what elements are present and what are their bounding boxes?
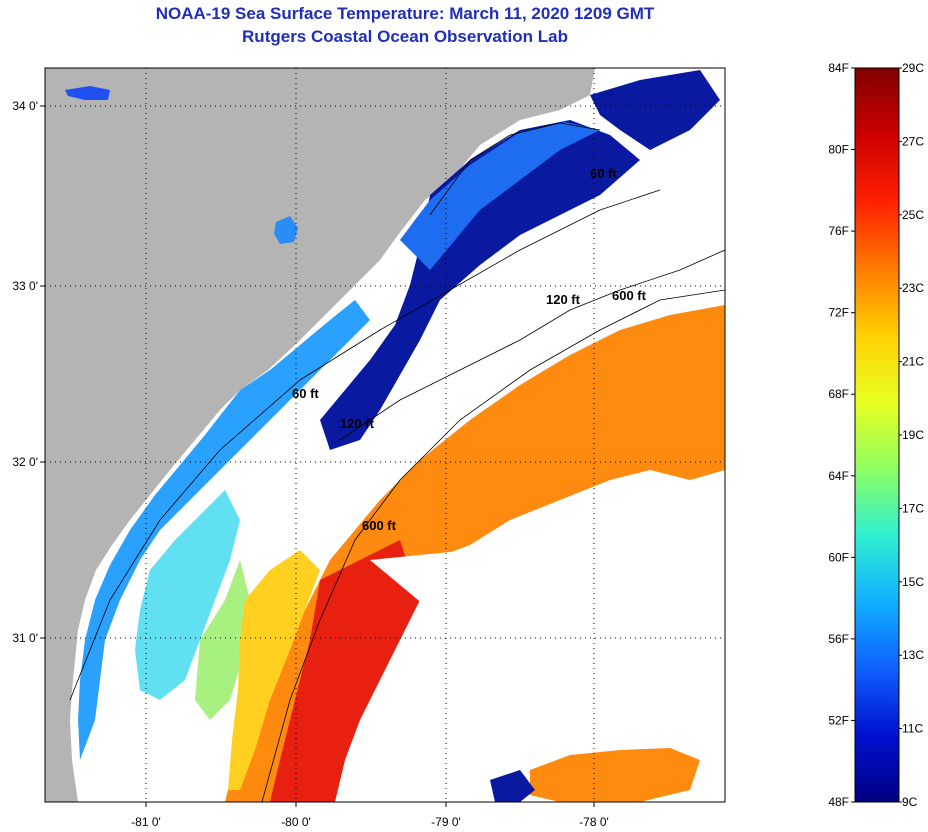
colorbar-celsius-label: 25C [902, 208, 924, 222]
colorbar-celsius-label: 29C [902, 61, 924, 75]
colorbar-celsius-label: 11C [902, 722, 923, 736]
colorbar-celsius-label: 23C [902, 281, 924, 295]
contour-label: 600 ft [362, 518, 397, 533]
contour-label: 600 ft [612, 288, 647, 303]
lon-tick-label: -78 0' [579, 815, 609, 829]
colorbar-fahrenheit-label: 64F [828, 469, 849, 483]
colorbar-celsius-label: 13C [902, 648, 924, 662]
contour-60ft-north [429, 122, 601, 216]
colorbar-celsius-label: 21C [902, 355, 924, 369]
colorbar-celsius-label: 19C [902, 428, 924, 442]
colorbar-fahrenheit-label: 52F [828, 713, 849, 727]
lat-tick-label: 33 0' [12, 279, 38, 293]
nearshore-cold-patch [590, 70, 720, 150]
lon-tick-label: -79 0' [431, 815, 461, 829]
colorbar-celsius-label: 15C [902, 575, 924, 589]
contour-label: 60 ft [292, 386, 319, 401]
colorbar-fahrenheit-label: 68F [828, 387, 849, 401]
colorbar-fahrenheit-label: 76F [828, 224, 849, 238]
temperature-colorbar: 84F 80F 76F 72F 68F 64F 60F 56F 52F 48F 29C 27C 25C… [828, 61, 924, 809]
southern-cold-patch [490, 770, 535, 802]
graticule [45, 68, 725, 802]
contour-label: 60 ft [590, 166, 617, 181]
colorbar-fahrenheit-label: 48F [828, 795, 849, 809]
southern-warm-patch [530, 748, 700, 802]
axis-ticks [40, 105, 595, 807]
shelf-blue-water [400, 122, 600, 270]
coastal-green-water [195, 560, 250, 720]
lat-tick-label: 31 0' [12, 631, 38, 645]
bathymetry-contours [69, 122, 725, 802]
colorbar-celsius-label: 17C [902, 501, 924, 515]
lon-tick-label: -81 0' [131, 815, 161, 829]
map-subtitle: Rutgers Coastal Ocean Observation Lab [242, 27, 568, 46]
nearshore-cold-water [320, 120, 640, 450]
map-border [44, 67, 726, 803]
lon-tick-label: -80 0' [281, 815, 311, 829]
contour-label: 120 ft [340, 416, 375, 431]
contour-600ft [261, 289, 725, 802]
contour-120ft [339, 249, 725, 441]
contour-60ft [69, 189, 661, 701]
colorbar-celsius-label: 9C [902, 795, 918, 809]
inland-lake-2 [274, 216, 298, 244]
colorbar-gradient [854, 67, 900, 803]
contour-label: 120 ft [546, 292, 581, 307]
offshore-cloud [370, 525, 725, 802]
colorbar-fahrenheit-label: 72F [828, 306, 849, 320]
inland-lake-1 [65, 86, 110, 100]
land-mass [45, 68, 595, 802]
coastal-cyan-water [135, 490, 240, 700]
colorbar-fahrenheit-label: 80F [828, 143, 849, 157]
map-area [45, 68, 725, 802]
colorbar-celsius-label: 27C [902, 134, 924, 148]
gulf-stream-core [270, 540, 420, 802]
lat-tick-label: 32 0' [12, 455, 38, 469]
lat-tick-label: 34 0' [12, 99, 38, 113]
gulf-stream-yellow-edge [228, 550, 320, 790]
coastal-cool-water [78, 300, 370, 760]
colorbar-fahrenheit-label: 56F [828, 632, 849, 646]
map-title: NOAA-19 Sea Surface Temperature: March 1… [155, 4, 655, 23]
colorbar-fahrenheit-label: 60F [828, 550, 849, 564]
colorbar-fahrenheit-label: 84F [828, 61, 849, 75]
